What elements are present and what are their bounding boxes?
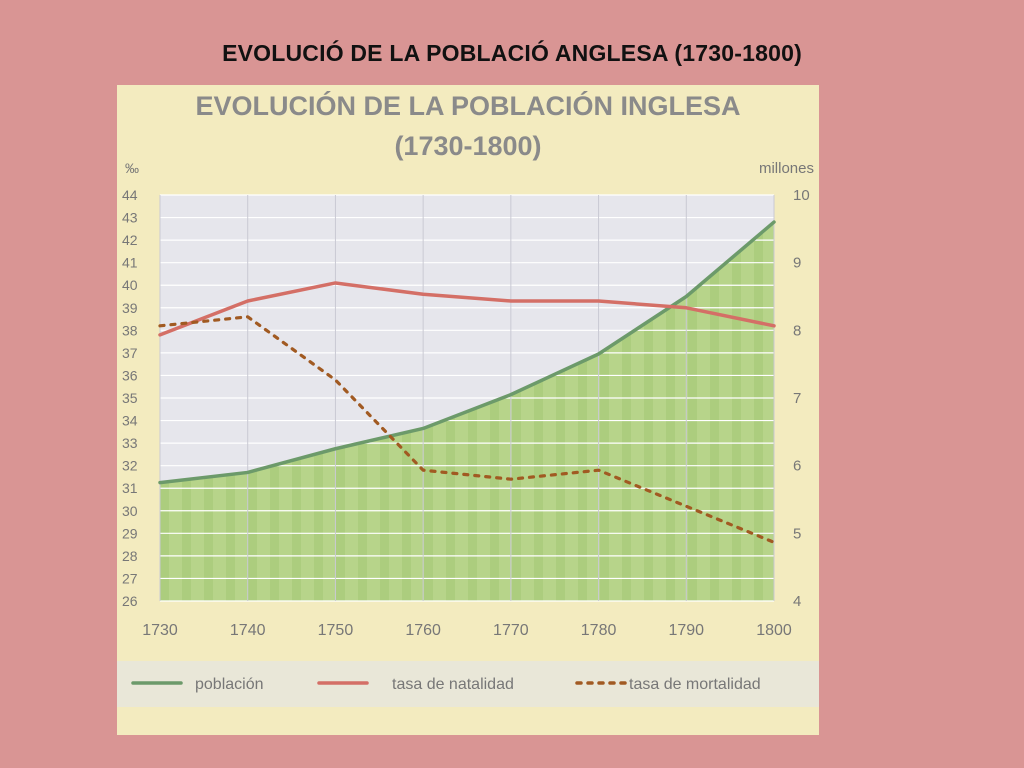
legend-background [117,661,819,707]
x-tick-label: 1800 [756,622,792,639]
chart-title-line1: EVOLUCIÓN DE LA POBLACIÓN INGLESA [195,90,740,121]
chart-svg: EVOLUCIÓN DE LA POBLACIÓN INGLESA (1730-1… [117,90,819,707]
x-tick-label: 1750 [318,622,354,639]
y-left-tick-label: 39 [122,300,138,316]
mortalidad-line [158,315,776,544]
y-left-tick-label: 42 [122,232,138,248]
y-left-tick-label: 35 [122,390,138,406]
y-right-tick-label: 10 [793,187,810,204]
y-left-tick-label: 36 [122,367,138,383]
y-left-tick-label: 37 [122,345,138,361]
x-tick-label: 1760 [405,622,441,639]
y-right-tick-label: 4 [793,593,801,610]
y-left-tick-label: 41 [122,255,138,271]
y-left-tick-label: 31 [122,480,138,496]
x-tick-label: 1790 [668,622,704,639]
x-tick-label: 1770 [493,622,529,639]
poblacion-area [160,222,774,602]
x-tick-label: 1740 [230,622,266,639]
y-left-tick-label: 32 [122,458,138,474]
y-right-tick-label: 8 [793,322,801,339]
natalidad-line [158,281,776,337]
legend-natalidad-label: tasa de natalidad [392,676,514,693]
y-right-unit-label: millones [759,160,814,177]
y-right-tick-label: 9 [793,255,801,272]
y-left-tick-label: 28 [122,548,138,564]
y-left-tick-label: 43 [122,210,138,226]
x-tick-label: 1780 [581,622,617,639]
y-left-tick-label: 27 [122,570,138,586]
chart-figure: EVOLUCIÓN DE LA POBLACIÓN INGLESA (1730-1… [117,85,819,735]
legend-mortalidad-label: tasa de mortalidad [629,676,761,693]
y-right-tick-label: 7 [793,390,801,407]
y-left-tick-label: 26 [122,593,138,609]
y-left-tick-label: 30 [122,503,138,519]
y-left-tick-label: 29 [122,525,138,541]
y-left-tick-label: 44 [122,187,138,203]
slide-title: EVOLUCIÓ DE LA POBLACIÓ ANGLESA (1730-18… [222,40,802,66]
x-tick-label: 1730 [142,622,178,639]
chart-title-line2: (1730-1800) [394,131,541,161]
y-left-tick-label: 40 [122,277,138,293]
y-left-tick-label: 33 [122,435,138,451]
y-left-tick-label: 34 [122,413,138,429]
legend-poblacion-label: población [195,676,264,693]
y-left-unit-label: ‰ [125,160,139,176]
y-right-tick-label: 5 [793,525,801,542]
y-right-tick-label: 6 [793,458,801,475]
y-left-tick-label: 38 [122,322,138,338]
